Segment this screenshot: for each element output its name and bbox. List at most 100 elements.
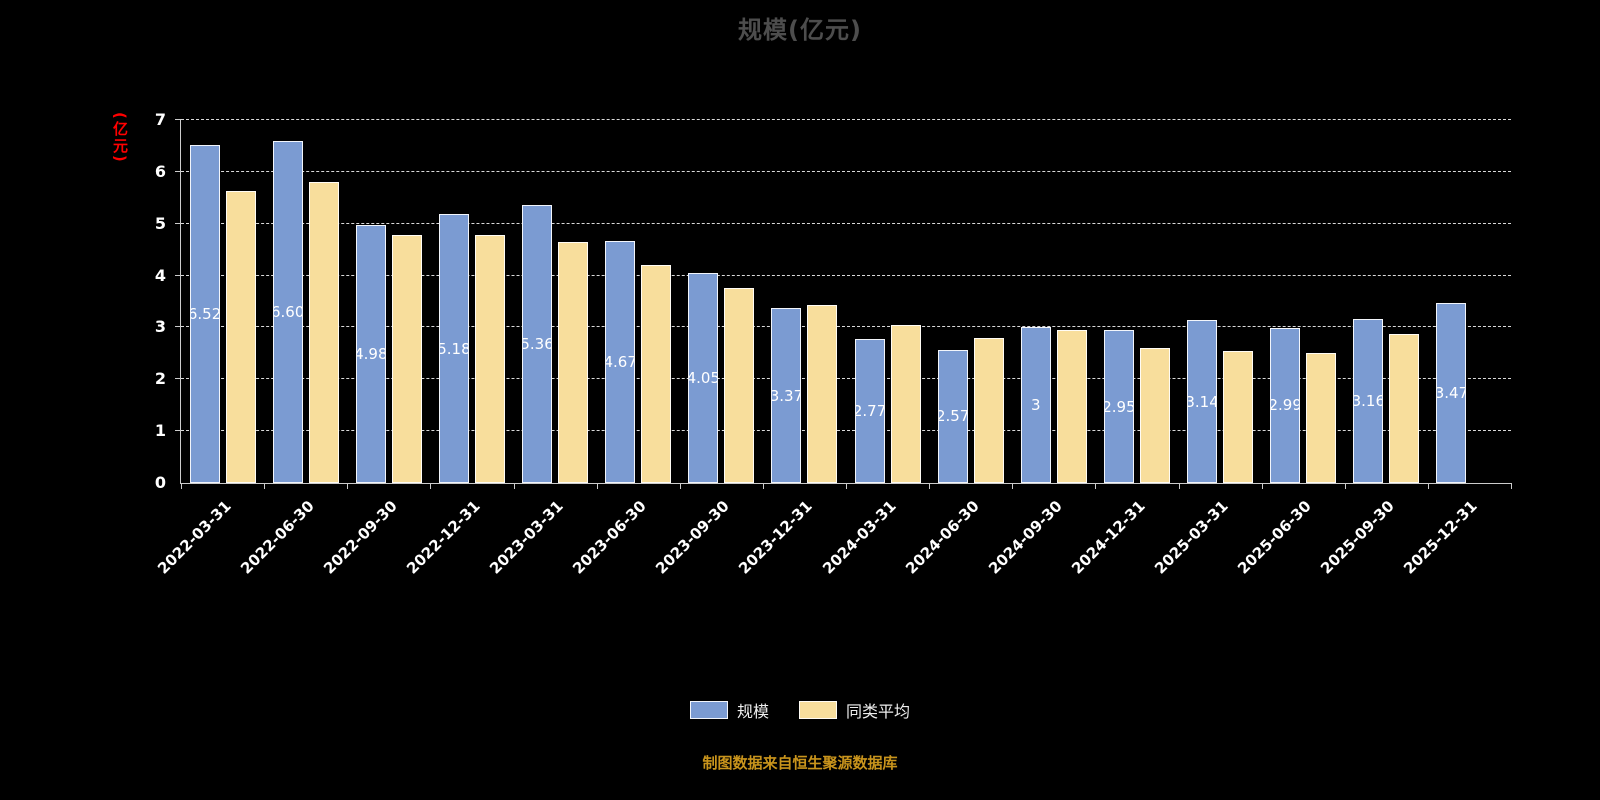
x-axis-tick [264,483,266,489]
x-axis-tick [1012,483,1014,489]
legend-swatch [689,701,728,719]
gridline [181,326,1511,328]
x-axis-tick [1427,483,1429,489]
scale-bar: 6.52 [189,144,220,483]
gridline [181,274,1511,276]
x-axis-tick [1344,483,1346,489]
y-axis-tick-label: 7 [154,110,166,129]
x-axis-date-label: 2024-06-30 [901,497,983,578]
gridline [181,430,1511,432]
y-axis-tick [175,274,181,276]
y-axis-tick [175,378,181,380]
chart-title: 规模(亿元) [738,16,862,44]
x-axis-date-label: 2022-09-30 [319,497,401,578]
average-bar [973,337,1004,483]
average-bar [308,182,339,483]
bar-value-label: 6.60 [274,302,303,321]
scale-bar: 5.18 [438,214,469,483]
scale-bar: 3 [1020,327,1051,483]
legend: 规模 同类平均 [0,698,1600,722]
x-axis-tick [846,483,847,489]
bar-value-label: 6.52 [191,304,220,323]
y-axis-tick-label: 4 [154,265,166,285]
x-axis-tick [679,483,681,489]
average-bar [641,265,672,483]
scale-bar: 2.99 [1270,327,1301,483]
y-axis-unit-label: (亿元) [111,112,129,164]
y-axis-tick-label: 6 [154,161,166,181]
average-bar [724,288,755,483]
x-axis-date-label: 2023-12-31 [735,497,817,578]
average-bar [1223,350,1254,483]
x-axis-tick [1178,483,1180,489]
x-axis-date-label: 2022-06-30 [236,497,318,578]
x-axis-date-label: 2022-12-31 [403,497,484,578]
scale-bar: 4.98 [355,224,386,483]
scale-bar: 2.77 [854,339,885,483]
legend-item-average: 同类平均 [799,698,910,722]
x-axis-tick [596,483,598,489]
gridline [181,170,1511,172]
x-axis-tick [181,483,182,489]
scale-bar: 3.47 [1436,303,1467,483]
y-axis-tick [175,170,181,172]
x-axis-date-label: 2025-06-30 [1234,497,1315,578]
x-axis-date-label: 2023-06-30 [569,497,650,578]
scale-bar: 4.05 [688,272,719,483]
y-axis-labels: 0 1 2 3 4 5 6 7 [0,110,172,492]
plot-area: 6.52 6.60 4.98 5.18 5.36 4.67 4.05 3.37 2.77 2.57… [175,119,1512,489]
x-axis-labels: 2022-03-31 2022-06-30 2022-09-30 2022-12-31… [154,483,1510,633]
x-axis-tick [430,483,432,489]
x-axis-date-label: 2024-12-31 [1068,497,1149,578]
x-axis-date-label: 2025-09-30 [1317,497,1399,578]
x-axis-tick [929,483,931,489]
average-bar [890,324,921,483]
bar-value-label: 3 [1031,396,1041,415]
x-axis-tick [1511,483,1512,489]
x-axis-date-label: 2025-12-31 [1400,497,1482,578]
x-axis-date-label: 2022-03-31 [153,497,235,578]
scale-bar: 3.14 [1187,320,1218,483]
scale-bar: 6.60 [272,140,303,483]
y-axis-tick-label: 2 [154,369,166,389]
bar-value-label: 4.05 [689,368,719,387]
scale-bar: 3.37 [771,308,802,483]
y-axis-tick [175,222,181,224]
x-axis-date-label: 2023-03-31 [486,497,567,578]
source-note: 制图数据来自恒生聚源数据库 [702,754,898,772]
gridline [181,222,1511,224]
bar-value-label: 2.77 [856,402,885,421]
y-axis-tick-label: 1 [154,421,166,441]
bar-value-label: 2.57 [939,407,968,426]
legend-label: 规模 [736,702,769,721]
y-axis-tick-label: 3 [154,317,166,337]
bar-value-label: 3.47 [1437,384,1467,403]
average-bar [807,305,838,483]
legend-label: 同类平均 [846,702,911,721]
scale-bar: 5.36 [522,205,553,483]
bar-value-label: 2.95 [1105,397,1134,416]
x-axis-tick [762,483,764,489]
x-axis-tick [513,483,515,489]
gridline [181,119,1511,120]
legend-item-scale: 规模 [689,698,769,722]
average-bar [1056,330,1087,483]
y-axis-tick [175,119,181,120]
y-axis-tick-label: 5 [154,213,166,233]
scale-bar: 2.57 [937,349,968,483]
average-bar [474,235,505,483]
x-axis-tick [347,483,349,489]
bar-value-label: 3.37 [772,386,802,405]
bar-value-label: 3.16 [1354,392,1384,411]
bar-value-label: 3.14 [1188,392,1218,411]
average-bar [391,235,422,483]
x-axis-date-label: 2024-03-31 [818,497,900,578]
average-bar [1389,333,1420,483]
average-bar [1306,352,1337,483]
average-bar [558,241,589,483]
gridline [181,378,1511,380]
legend-swatch [799,701,837,719]
average-bar [225,191,256,483]
x-axis-date-label: 2025-03-31 [1151,497,1232,578]
